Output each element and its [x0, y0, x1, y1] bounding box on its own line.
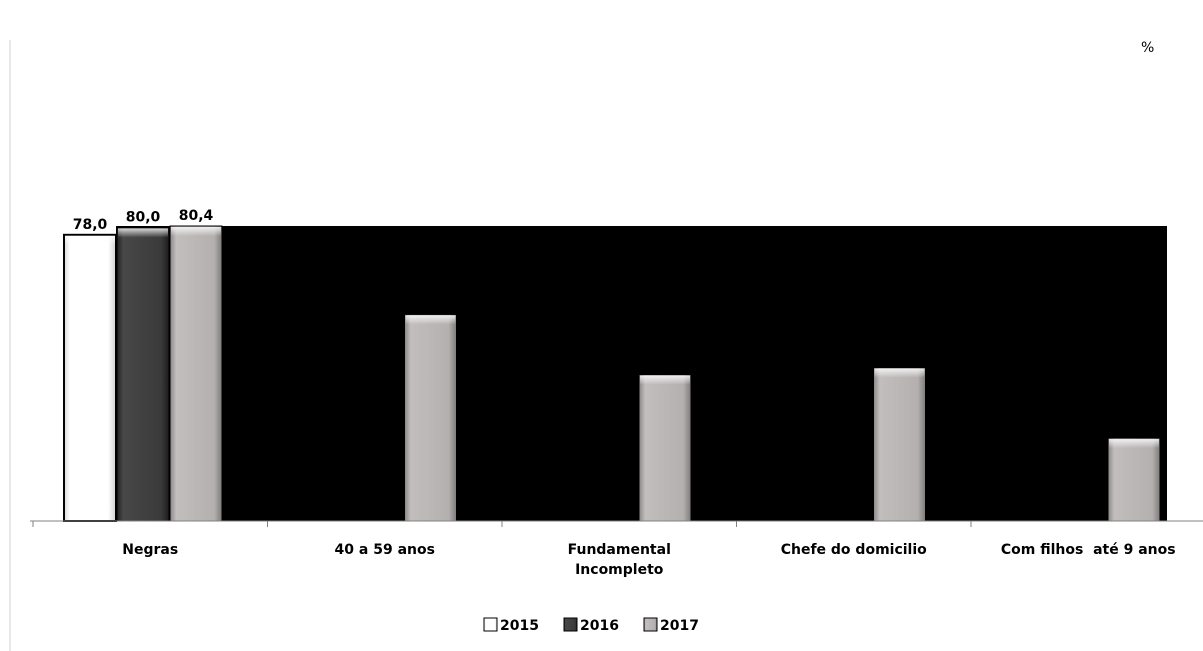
bar-2017-0	[169, 225, 223, 522]
bar-highlight	[640, 375, 690, 385]
legend-swatch-2017	[643, 617, 658, 632]
legend-label-2015: 2015	[500, 618, 539, 634]
x-tick-label: Fundamental Incompleto	[568, 542, 671, 578]
x-tick-label: 40 a 59 anos	[335, 542, 435, 558]
legend-label-2017: 2017	[660, 618, 699, 634]
x-axis: Negras 40 a 59 anos Fundamental Incompleto C…	[30, 520, 1203, 578]
bar-highlight	[65, 235, 115, 245]
unit-label: %	[1141, 40, 1155, 56]
legend-label-2016: 2016	[580, 618, 619, 634]
data-label-2016: 80,0	[126, 209, 161, 225]
bar-2016-0	[116, 226, 170, 522]
bar-2017-2	[638, 374, 692, 522]
bar-highlight	[1109, 439, 1159, 449]
data-label-2017: 80,4	[179, 208, 214, 224]
x-tick-label: Chefe do domicilio	[781, 542, 927, 558]
data-label-2015: 78,0	[73, 217, 108, 233]
bar-highlight	[118, 228, 168, 238]
bar-highlight	[405, 315, 456, 325]
bar-2017-1	[404, 313, 457, 522]
legend-swatch-2016	[563, 617, 578, 632]
bar-2017-3	[873, 367, 926, 522]
bar-highlight	[874, 368, 925, 378]
legend: 2015 2016 2017	[483, 617, 699, 634]
bar-2017-4	[1107, 437, 1161, 522]
bars	[63, 225, 1161, 522]
legend-swatch-2015	[483, 617, 498, 632]
data-labels: 78,0 80,0 80,4	[73, 208, 214, 233]
x-tick-label: Negras	[122, 542, 178, 558]
bar-highlight	[171, 227, 221, 236]
x-tick-label: Com filhos até 9 anos	[1001, 542, 1176, 558]
bar-2015-0	[63, 233, 117, 522]
